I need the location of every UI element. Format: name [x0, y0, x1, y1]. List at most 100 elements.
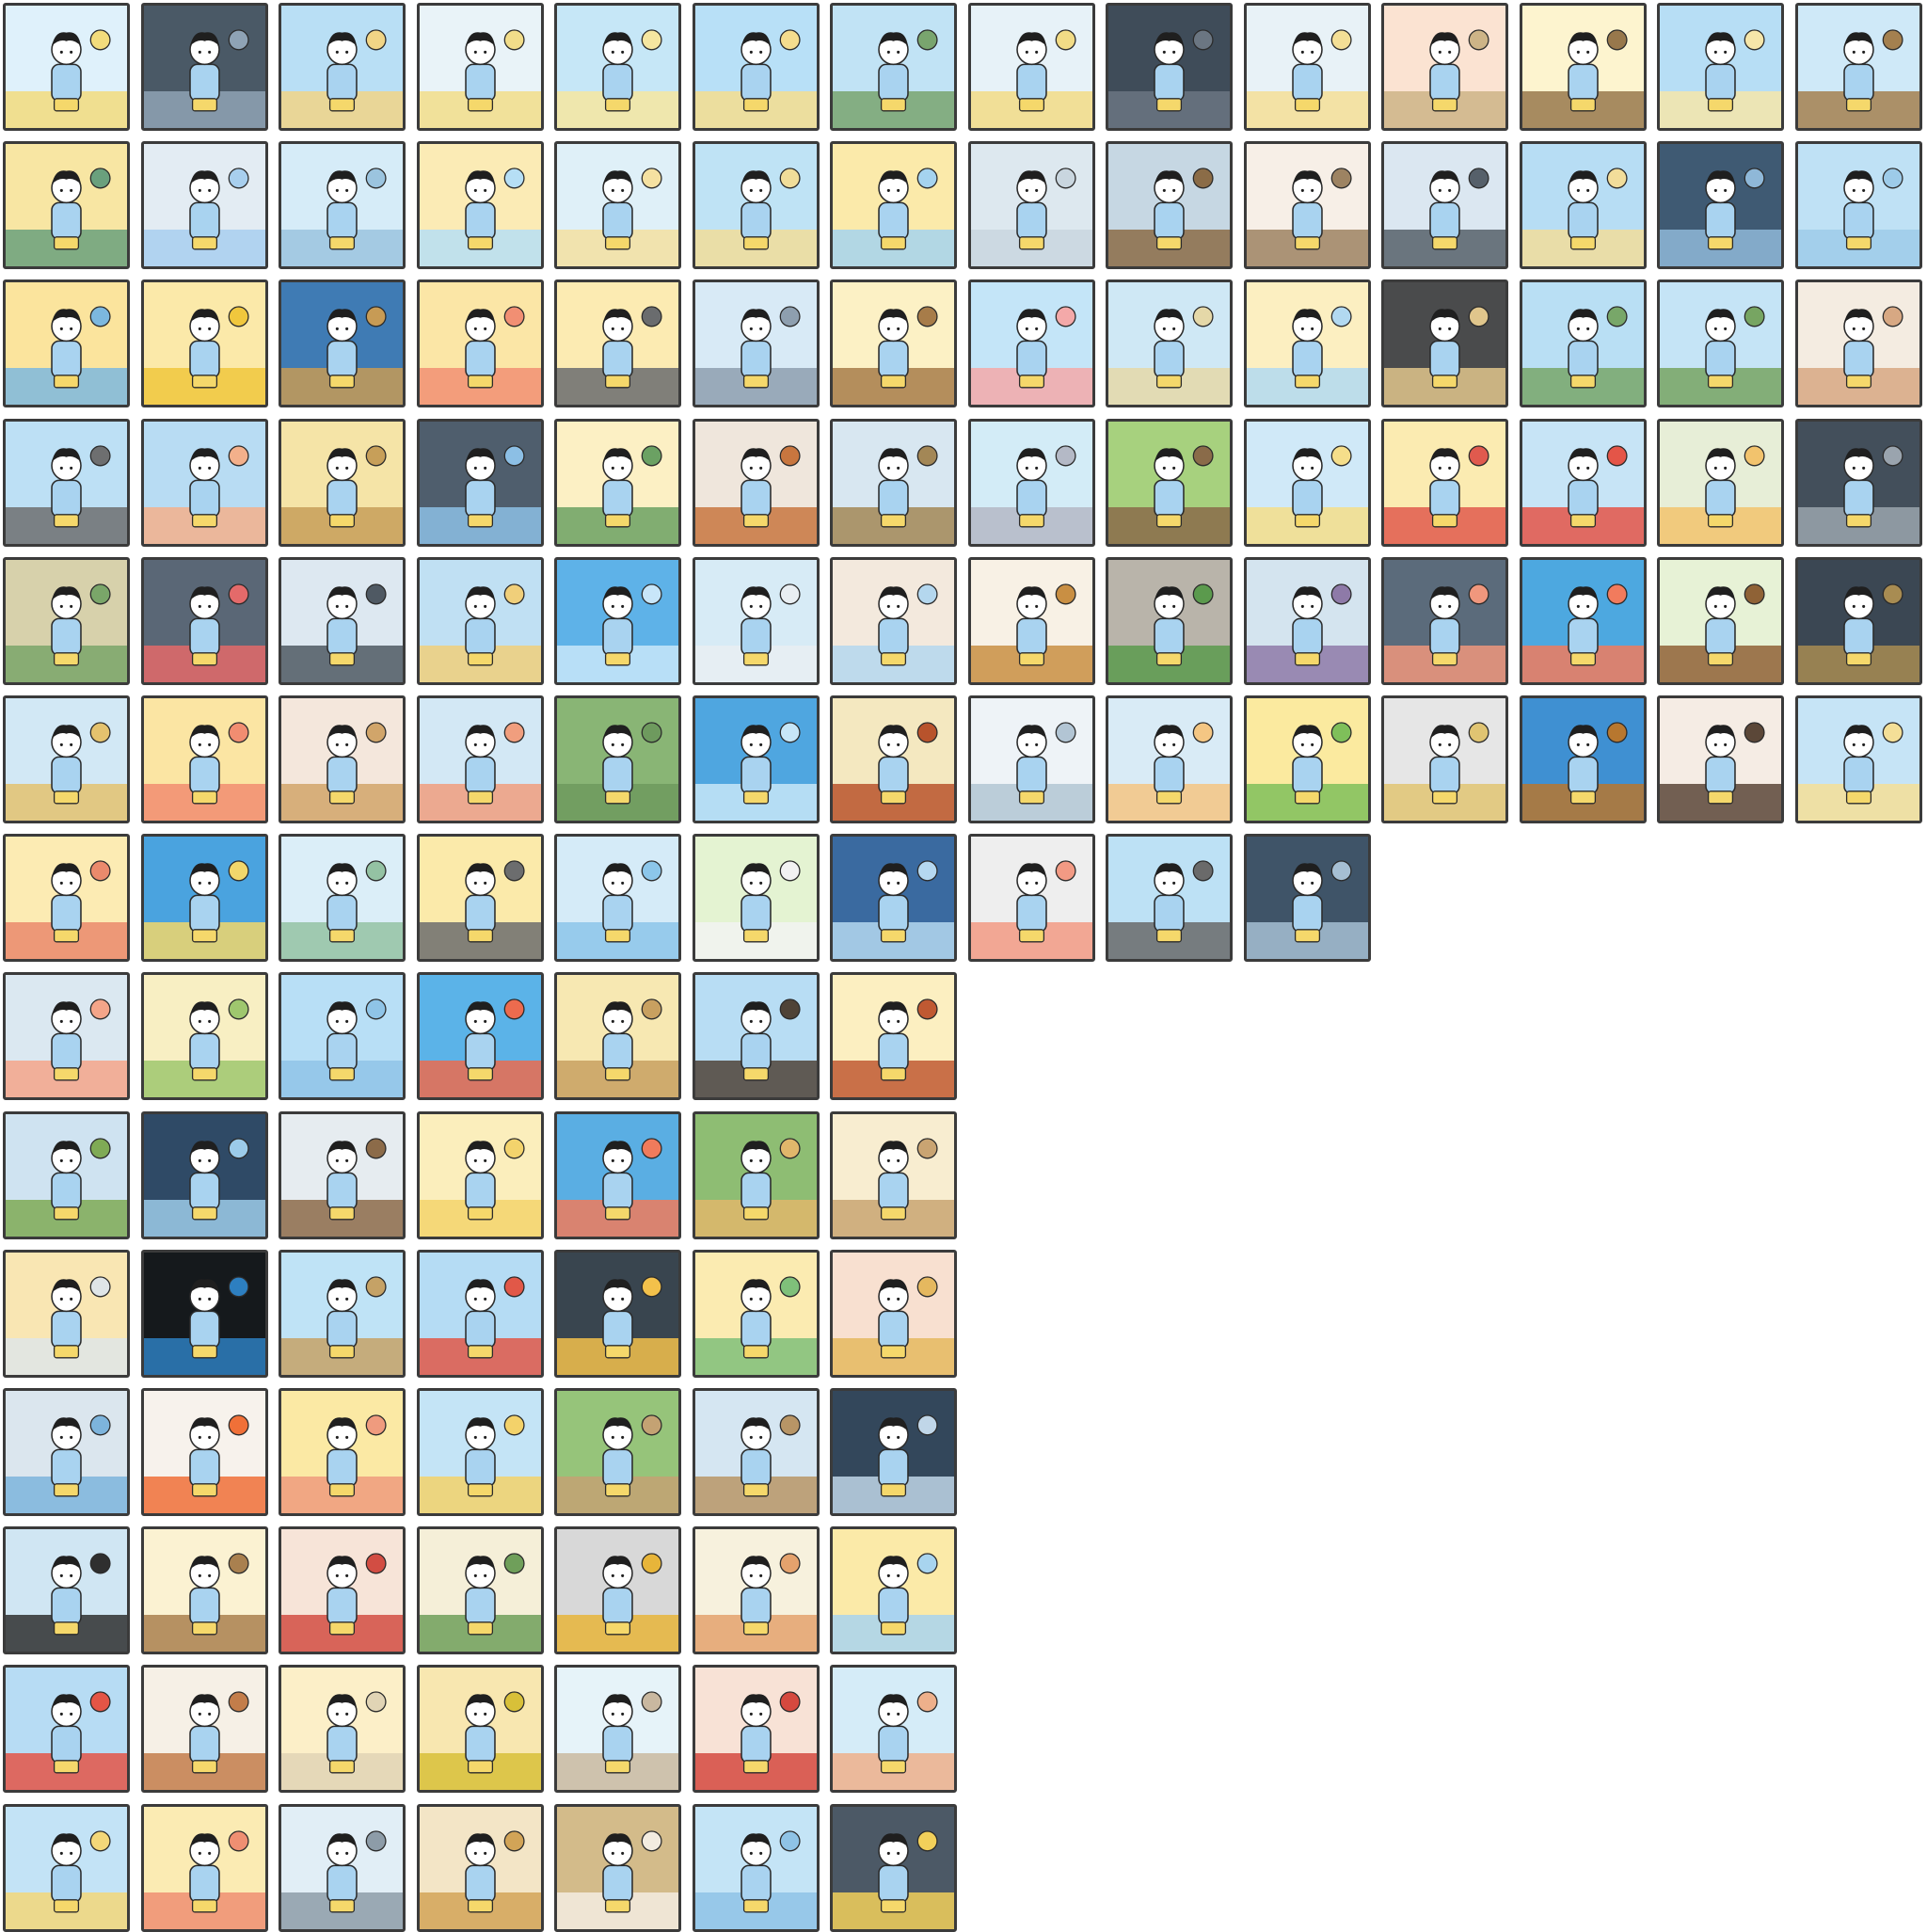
scene-thumbnail-spiky-balls[interactable] — [1657, 557, 1784, 685]
scene-thumbnail-tomb-grid[interactable] — [279, 557, 406, 685]
scene-thumbnail-wrestling-ring[interactable] — [417, 419, 544, 547]
scene-thumbnail-faded-horse[interactable] — [554, 1665, 681, 1793]
scene-thumbnail-ghost-rider[interactable] — [141, 972, 268, 1100]
scene-thumbnail-sleeping-portrait[interactable] — [141, 141, 268, 269]
scene-thumbnail-farmer-hat[interactable] — [3, 695, 130, 823]
scene-thumbnail-shock-brothers[interactable] — [693, 1804, 820, 1932]
scene-thumbnail-mirror-stick[interactable] — [417, 834, 544, 962]
scene-thumbnail-popcorn-cry[interactable] — [279, 695, 406, 823]
scene-thumbnail-bucket-fall[interactable] — [3, 1804, 130, 1932]
scene-thumbnail-flood-crabs[interactable] — [554, 1111, 681, 1239]
scene-thumbnail-white-goat[interactable] — [693, 834, 820, 962]
scene-thumbnail-boy-at-counter[interactable] — [1381, 3, 1508, 131]
scene-thumbnail-granny-noodles[interactable] — [1244, 141, 1371, 269]
scene-thumbnail-ghost-horse[interactable] — [1795, 3, 1922, 131]
scene-thumbnail-boy-coins[interactable] — [554, 141, 681, 269]
scene-thumbnail-backpack-kid[interactable] — [554, 972, 681, 1100]
scene-thumbnail-cage-ball[interactable] — [830, 695, 957, 823]
scene-thumbnail-green-sketch[interactable] — [554, 695, 681, 823]
scene-thumbnail-monkey-snow[interactable] — [693, 972, 820, 1100]
scene-thumbnail-group-of-boys[interactable] — [1244, 3, 1371, 131]
scene-thumbnail-cheer-mouse[interactable] — [968, 834, 1095, 962]
scene-thumbnail-banana-hat[interactable] — [141, 279, 268, 407]
scene-thumbnail-shop-counter[interactable] — [1795, 279, 1922, 407]
scene-thumbnail-crab-float[interactable] — [417, 972, 544, 1100]
scene-thumbnail-ninja-wave[interactable] — [279, 279, 406, 407]
scene-thumbnail-beach-umbrella[interactable] — [417, 1388, 544, 1516]
scene-thumbnail-mom-pull[interactable] — [1795, 695, 1922, 823]
scene-thumbnail-monkey-cloud[interactable] — [1657, 695, 1784, 823]
scene-thumbnail-campfire[interactable] — [141, 1388, 268, 1516]
scene-thumbnail-hero-mask[interactable] — [141, 557, 268, 685]
scene-thumbnail-green-snack[interactable] — [279, 1388, 406, 1516]
scene-thumbnail-crying-boy[interactable] — [3, 279, 130, 407]
scene-thumbnail-sunburn-closeup[interactable] — [417, 279, 544, 407]
scene-thumbnail-beach-chair[interactable] — [417, 141, 544, 269]
scene-thumbnail-purple-zombies[interactable] — [1244, 557, 1371, 685]
scene-thumbnail-tree-trunk[interactable] — [554, 1388, 681, 1516]
scene-thumbnail-trash-crow[interactable] — [3, 141, 130, 269]
scene-thumbnail-fish-hold[interactable] — [279, 1804, 406, 1932]
scene-thumbnail-lollipop[interactable] — [1381, 419, 1508, 547]
scene-thumbnail-shelf-shopping[interactable] — [417, 1804, 544, 1932]
scene-thumbnail-leap-boys[interactable] — [279, 1250, 406, 1378]
scene-thumbnail-tombstones[interactable] — [1381, 141, 1508, 269]
scene-thumbnail-tree-climb[interactable] — [1106, 419, 1233, 547]
scene-thumbnail-tree-balloon-2[interactable] — [1520, 279, 1647, 407]
scene-thumbnail-tomb-rock[interactable] — [830, 419, 957, 547]
scene-thumbnail-red-balloon[interactable] — [830, 3, 957, 131]
scene-thumbnail-dust-cloud[interactable] — [3, 1526, 130, 1654]
scene-thumbnail-window-boy[interactable] — [1657, 3, 1784, 131]
scene-thumbnail-cage-crowd[interactable] — [830, 972, 957, 1100]
scene-thumbnail-market-sale[interactable] — [968, 695, 1095, 823]
scene-thumbnail-ghost-shadow[interactable] — [1795, 419, 1922, 547]
scene-thumbnail-parasol-rest[interactable] — [830, 1665, 957, 1793]
scene-thumbnail-old-man-ping-pong[interactable] — [417, 3, 544, 131]
scene-thumbnail-bowling-alley[interactable] — [830, 1250, 957, 1378]
scene-thumbnail-dark-portrait[interactable] — [1795, 557, 1922, 685]
scene-thumbnail-straw-hat-pipe[interactable] — [1381, 695, 1508, 823]
scene-thumbnail-table-party[interactable] — [3, 972, 130, 1100]
scene-thumbnail-stadium-squat[interactable] — [1381, 557, 1508, 685]
scene-thumbnail-beach-shark[interactable] — [1106, 279, 1233, 407]
scene-thumbnail-race-kart[interactable] — [3, 1665, 130, 1793]
scene-thumbnail-wall-smash[interactable] — [3, 557, 130, 685]
scene-thumbnail-ufo[interactable] — [968, 419, 1095, 547]
scene-thumbnail-seed-drop[interactable] — [693, 1526, 820, 1654]
scene-thumbnail-fire-shop[interactable] — [1520, 695, 1647, 823]
scene-thumbnail-night-door[interactable] — [1657, 141, 1784, 269]
scene-thumbnail-bowling-lane[interactable] — [279, 419, 406, 547]
scene-thumbnail-muscle-bottle[interactable] — [693, 419, 820, 547]
scene-thumbnail-eating-closeup[interactable] — [830, 141, 957, 269]
scene-thumbnail-sunburn-shout[interactable] — [141, 695, 268, 823]
scene-thumbnail-tug-fall[interactable] — [693, 1250, 820, 1378]
scene-thumbnail-bug-tree[interactable] — [1657, 279, 1784, 407]
scene-thumbnail-potted-plant[interactable] — [830, 279, 957, 407]
scene-thumbnail-beach-seesaw[interactable] — [554, 3, 681, 131]
scene-thumbnail-shop-front[interactable] — [1106, 695, 1233, 823]
scene-thumbnail-spin-dance[interactable] — [279, 141, 406, 269]
scene-thumbnail-straw-hat-green[interactable] — [693, 1111, 820, 1239]
scene-thumbnail-rain-shower[interactable] — [554, 834, 681, 962]
scene-thumbnail-ping-pong-mohawk[interactable] — [968, 3, 1095, 131]
scene-thumbnail-melon-monster[interactable] — [1106, 557, 1233, 685]
scene-thumbnail-cheer-brothers[interactable] — [279, 972, 406, 1100]
scene-thumbnail-big-ball[interactable] — [3, 834, 130, 962]
scene-thumbnail-stone-face[interactable] — [1106, 3, 1233, 131]
scene-thumbnail-whip-vine[interactable] — [417, 1526, 544, 1654]
scene-thumbnail-granny-doorway[interactable] — [830, 557, 957, 685]
scene-thumbnail-dark-hug[interactable] — [830, 834, 957, 962]
scene-thumbnail-pinball-ggg[interactable] — [279, 1526, 406, 1654]
scene-thumbnail-cave-man[interactable] — [968, 557, 1095, 685]
scene-thumbnail-shopping-cart[interactable] — [693, 279, 820, 407]
scene-thumbnail-storm-flag[interactable] — [417, 1250, 544, 1378]
scene-thumbnail-fish-tank[interactable] — [968, 141, 1095, 269]
scene-thumbnail-newspaper[interactable] — [693, 557, 820, 685]
scene-thumbnail-exit-sign-guard[interactable] — [141, 3, 268, 131]
scene-thumbnail-breakfast-paper[interactable] — [830, 1111, 957, 1239]
scene-thumbnail-zombie-tombs[interactable] — [3, 1111, 130, 1239]
scene-thumbnail-space-planet[interactable] — [141, 1250, 268, 1378]
scene-thumbnail-beach-snack[interactable] — [141, 1804, 268, 1932]
scene-thumbnail-night-eat[interactable] — [141, 1111, 268, 1239]
scene-thumbnail-falling-boys[interactable] — [1244, 279, 1371, 407]
